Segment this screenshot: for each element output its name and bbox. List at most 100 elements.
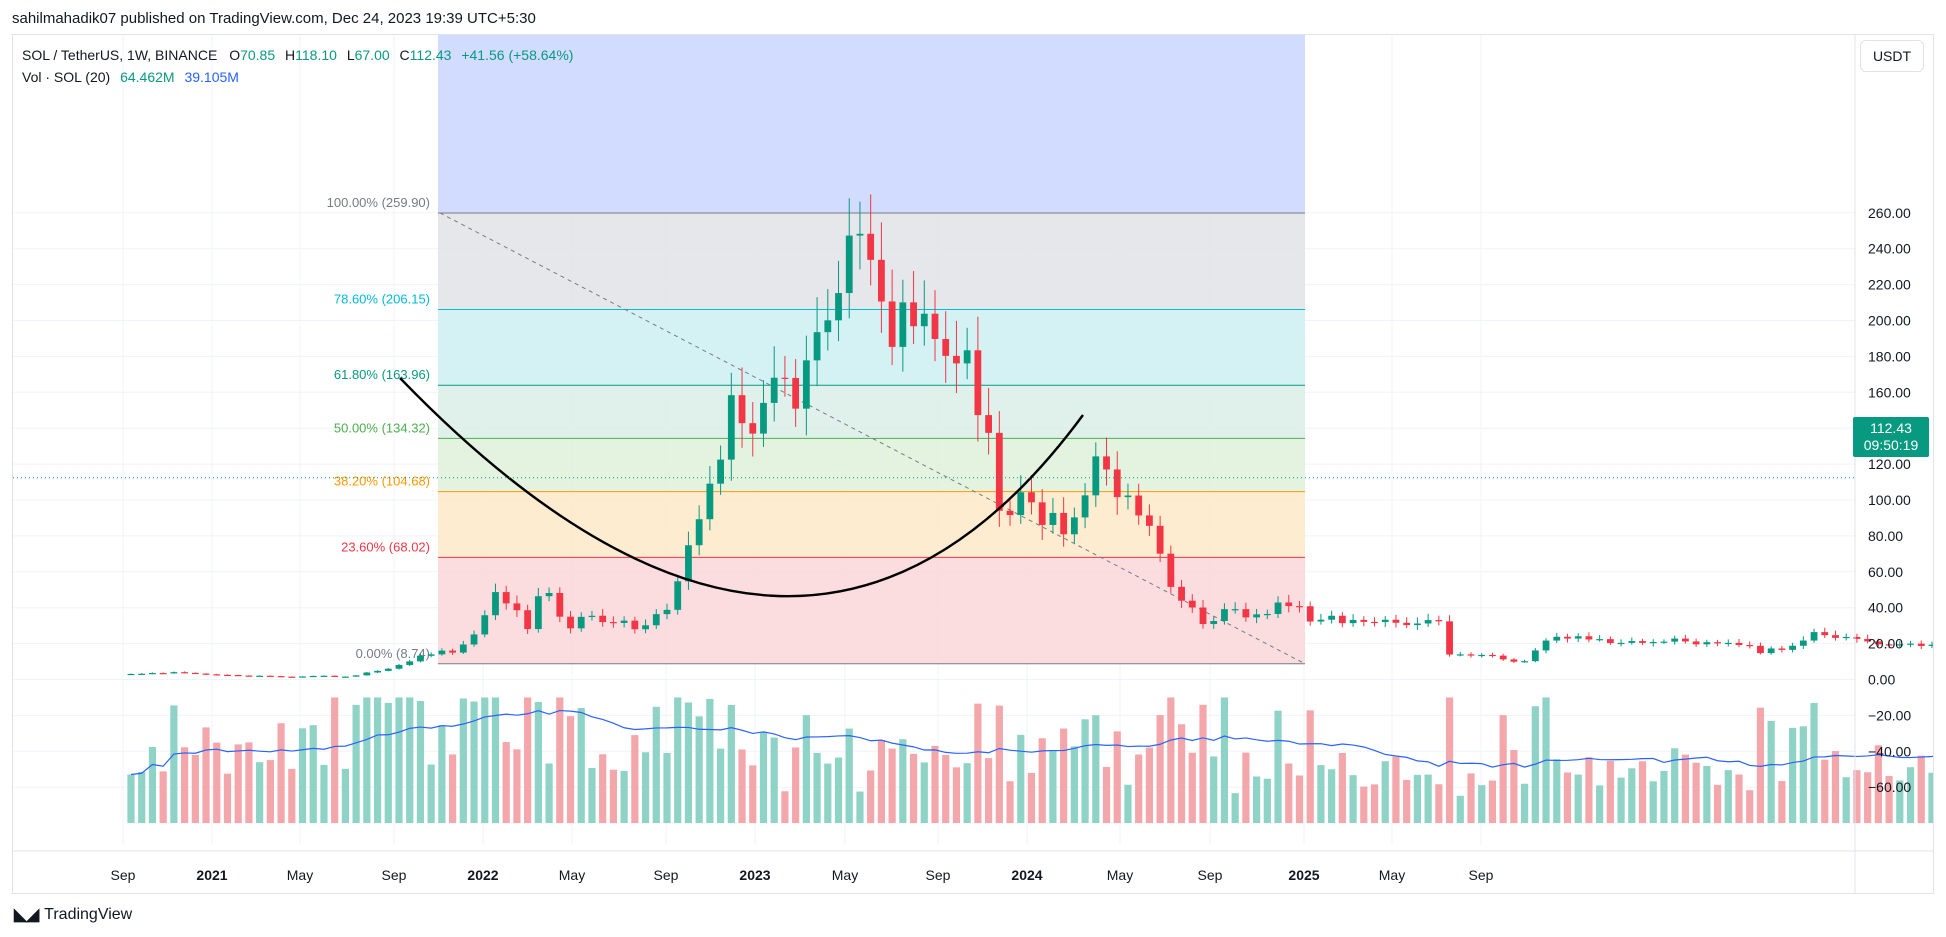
candle-body <box>1403 622 1411 626</box>
candle-body <box>738 395 746 424</box>
candle-body <box>717 459 724 484</box>
volume-bar <box>652 706 660 824</box>
candle-body <box>727 395 735 460</box>
candle-body <box>1799 640 1807 646</box>
legend-volume-label[interactable]: Vol · SOL (20) <box>22 69 111 85</box>
candle-body <box>159 673 167 675</box>
volume-bar <box>952 767 961 824</box>
volume-bar <box>813 752 821 824</box>
volume-bar <box>1424 774 1432 824</box>
candle-body <box>342 676 349 678</box>
volume-bar <box>1831 751 1840 824</box>
volume-bar <box>491 697 500 824</box>
volume-bar <box>363 697 371 824</box>
candle-body <box>470 634 478 645</box>
candle-body <box>138 673 146 675</box>
volume-bar <box>502 742 510 824</box>
chart-legend: SOL / TetherUS, 1W, BINANCE O70.85 H118.… <box>22 44 573 88</box>
price-axis-label: 220.00 <box>1868 277 1911 293</box>
candle-body <box>1907 643 1914 645</box>
volume-bar <box>170 705 178 824</box>
volume-bar <box>1585 757 1593 824</box>
candle-body <box>1221 609 1228 621</box>
candle-body <box>1531 650 1539 662</box>
candle-body <box>1188 600 1196 608</box>
legend-symbol[interactable]: SOL / TetherUS, 1W, BINANCE <box>22 47 218 63</box>
volume-bar <box>899 739 907 824</box>
candle-body <box>1671 638 1679 642</box>
candle-body <box>1328 615 1336 620</box>
volume-bar <box>566 716 575 824</box>
candle-body <box>556 592 564 617</box>
candle-body <box>1606 639 1614 644</box>
candle-body <box>610 622 617 624</box>
candle-body <box>588 615 596 617</box>
volume-bar <box>995 705 1003 824</box>
candle-body <box>599 615 607 623</box>
volume-bar <box>1606 760 1614 824</box>
candle-body <box>856 233 864 236</box>
volume-bar <box>1842 777 1850 824</box>
candle-body <box>534 596 542 630</box>
volume-bar <box>1928 772 1933 824</box>
time-axis-label: 2025 <box>1288 867 1319 883</box>
volume-bar <box>706 698 714 824</box>
candle-body <box>1596 639 1604 641</box>
volume-bar <box>1210 756 1218 824</box>
price-axis-label: −20.00 <box>1868 707 1911 723</box>
currency-button[interactable]: USDT <box>1860 40 1924 72</box>
volume-bar <box>695 716 703 824</box>
price-chart[interactable]: 100.00% (259.90) 78.60% (206.15) 61.80% (1… <box>13 35 1933 893</box>
candle-body <box>1017 492 1025 516</box>
volume-bar <box>1285 763 1293 824</box>
candle-body <box>1231 609 1239 611</box>
volume-bar <box>320 764 328 824</box>
fib-zone <box>438 438 1305 492</box>
volume-bar <box>298 728 307 824</box>
fib-level-label: 23.60% (68.02) <box>341 539 430 554</box>
volume-bar <box>1488 780 1497 824</box>
footer-brand[interactable]: ◣◢ TradingView <box>14 905 132 925</box>
candle-body <box>320 675 328 677</box>
candle-body <box>1553 636 1561 641</box>
candle-body <box>910 302 917 327</box>
published-header: sahilmahadik07 published on TradingView.… <box>12 10 536 27</box>
time-axis-label: Sep <box>382 867 407 883</box>
chart-frame[interactable]: 100.00% (259.90) 78.60% (206.15) 61.80% (1… <box>12 34 1934 894</box>
volume-bar <box>909 753 918 824</box>
candle-body <box>652 614 660 626</box>
candle-body <box>1885 644 1893 646</box>
last-price-label: 112.43 09:50:19 <box>1853 417 1929 457</box>
volume-bar <box>1574 774 1582 824</box>
volume-bar <box>1124 784 1132 824</box>
volume-bar <box>1102 766 1111 824</box>
candle-body <box>1489 654 1496 657</box>
footer-brand-text: TradingView <box>44 906 133 923</box>
candle-body <box>256 675 264 677</box>
candle-body <box>1574 636 1582 639</box>
candle-body <box>492 592 499 616</box>
volume-bar <box>1692 762 1700 824</box>
candle-body <box>502 592 510 604</box>
price-axis-label: 160.00 <box>1868 384 1911 400</box>
price-axis-label: 120.00 <box>1868 456 1911 472</box>
candle-body <box>813 332 821 361</box>
fib-level-label: 100.00% (259.90) <box>327 195 430 210</box>
candle-body <box>1392 619 1400 623</box>
volume-bar <box>620 770 628 824</box>
volume-bar <box>588 767 596 824</box>
volume-bar <box>223 773 232 824</box>
volume-bar <box>406 697 414 824</box>
candle-body <box>1381 619 1389 623</box>
volume-bar <box>974 703 982 824</box>
time-axis-label: Sep <box>1198 867 1223 883</box>
candle-body <box>234 675 242 677</box>
volume-bar <box>1317 765 1325 824</box>
candle-body <box>931 313 939 339</box>
legend-open-label: O <box>229 47 241 63</box>
volume-bar <box>1853 770 1861 824</box>
legend-close-label: C <box>399 47 410 63</box>
candle-body <box>1113 469 1121 498</box>
volume-bar <box>867 770 875 824</box>
fib-level-label: 61.80% (163.96) <box>334 367 430 382</box>
